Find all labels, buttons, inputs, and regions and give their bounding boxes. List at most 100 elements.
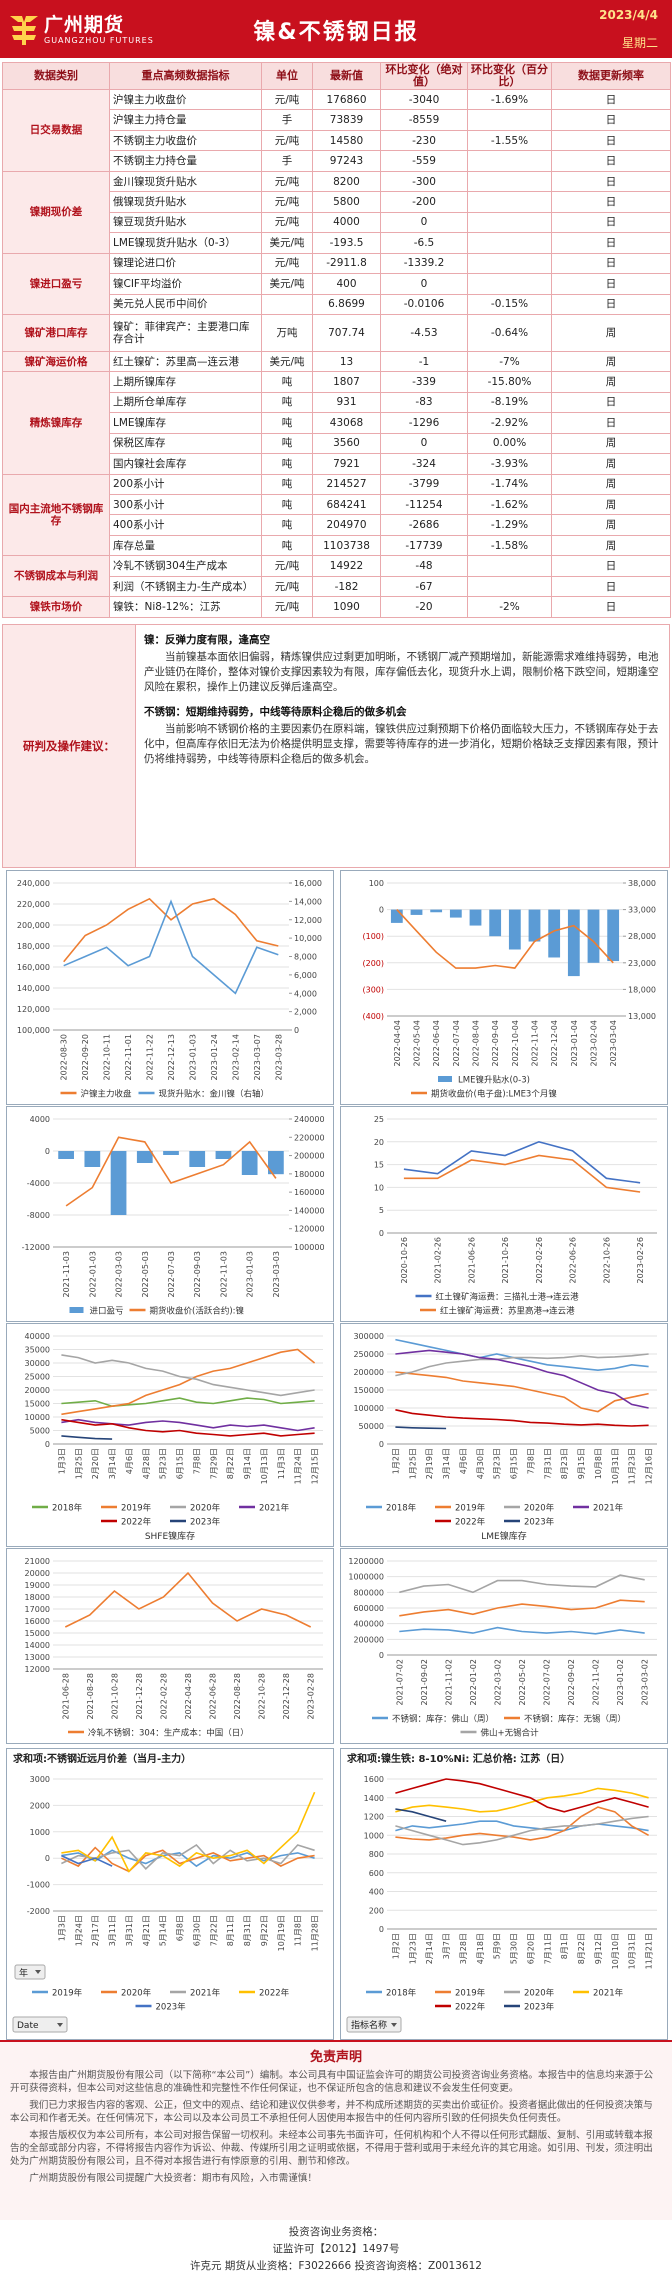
indicator-cell: 冷轧不锈钢304生产成本 [109, 555, 262, 577]
x-tick-label: 2月17日 [91, 1915, 100, 1946]
legend-label: 2018年 [386, 1503, 417, 1514]
x-tick-label: 5月14日 [159, 1915, 168, 1946]
x-tick-label: 2022-10-26 [602, 1237, 611, 1284]
pct-cell [467, 575, 552, 598]
x-tick-label: 6月30日 [192, 1915, 201, 1946]
y-tick-label: 600 [369, 1869, 384, 1878]
dropdown-label: Date [17, 2021, 39, 2031]
y-tick-label: 20000 [25, 1386, 50, 1395]
x-tick-label: 2021-11-03 [62, 1251, 71, 1298]
change-cell: 0 [380, 273, 468, 295]
y2-tick-label: 160000 [294, 1188, 325, 1197]
indicator-cell: 不锈钢主力收盘价 [109, 129, 262, 152]
legend-label: 2020年 [524, 1988, 555, 1999]
x-tick-label: 2021-06-26 [467, 1237, 476, 1284]
freq-cell: 日 [551, 412, 671, 434]
pct-cell [467, 273, 552, 295]
table-row: 不锈钢成本与利润 冷轧不锈钢304生产成本 元/吨 14922 -48 日 [2, 555, 671, 598]
footer: 投资咨询业务资格： 证监许可【2012】1497号 许克元 期货从业资格：F30… [0, 2222, 672, 2278]
disclaimer-paragraph: 我们已力求报告内容的客观、公正，但文中的观点、结论和建议仅供参考，并不构成所述期… [10, 2100, 653, 2124]
y2-tick-label: 2,000 [294, 1008, 317, 1017]
x-tick-label: 4月21日 [142, 1915, 151, 1946]
unit-cell: 元/吨 [261, 191, 313, 213]
line-series [395, 1426, 447, 1430]
unit-cell: 吨 [261, 514, 313, 536]
y-tick-label: -4000 [27, 1179, 50, 1188]
unit-cell [261, 293, 313, 315]
x-tick-label: 2022-06-28 [209, 1673, 218, 1720]
y-tick-label: 15000 [25, 1400, 50, 1409]
x-tick-label: 7月8日 [192, 1448, 201, 1474]
table-row: 镍铁市场价 镍铁：Ni8-12%：江苏 元/吨 1090 -20 -2% 日 [2, 596, 671, 618]
y2-tick-label: 6,000 [294, 971, 317, 980]
x-tick-label: 1月25日 [74, 1448, 83, 1479]
latest-cell: -182 [312, 575, 381, 598]
line-series [399, 1574, 645, 1594]
x-tick-label: 1月2日 [391, 1933, 400, 1959]
x-tick-label: 3月11日 [108, 1915, 117, 1946]
y-tick-label: 800000 [353, 1588, 384, 1597]
x-tick-label: 7月31日 [543, 1448, 552, 1479]
footer-line: 许克元 期货从业资格：F3022666 投资咨询资格：Z0013612 [190, 2260, 482, 2272]
y-tick-label: 600000 [353, 1604, 384, 1613]
column-header: 环比变化（绝对值） [380, 62, 468, 90]
table-row: 镍矿海运价格 红土镍矿：苏里高—连云港 美元/吨 13 -1 -7% 周 [2, 350, 671, 373]
latest-cell: 73839 [312, 109, 381, 131]
column-header: 最新值 [312, 62, 381, 90]
unit-cell: 美元/吨 [261, 273, 313, 295]
dropdown-button [12, 2016, 68, 2033]
x-tick-label: 2022-08-28 [233, 1673, 242, 1720]
bar [449, 909, 462, 918]
line-series [61, 1435, 113, 1440]
y-tick-label: 1400 [364, 1794, 384, 1803]
y2-tick-label: 38,000 [628, 879, 656, 888]
y-tick-label: 10 [374, 1183, 384, 1192]
indicator-cell: 保税区库存 [109, 432, 262, 455]
table-row: 400系小计吨 204970 -2686 -1.29% 周 [3, 514, 671, 536]
pct-cell: -0.64% [467, 313, 552, 352]
unit-cell: 吨 [261, 371, 313, 393]
x-tick-label: 10月10日 [611, 1933, 620, 1969]
x-tick-label: 11月24日 [294, 1448, 303, 1484]
x-tick-label: 2022-12-13 [167, 1034, 176, 1081]
legend-label: 2023年 [156, 2002, 187, 2013]
y-tick-label: 20000 [25, 1569, 50, 1578]
indicator-cell: 金川镍现货升贴水 [109, 170, 262, 193]
latest-cell: 204970 [312, 514, 381, 536]
company-name-en: GUANGZHOU FUTURES [44, 36, 154, 45]
category-cell: 精炼镍库存 [2, 371, 110, 475]
footer-line: 证监许可【2012】1497号 [272, 2243, 400, 2255]
y-tick-label: 100 [369, 879, 384, 888]
category-cell: 镍进口盈亏 [2, 252, 110, 315]
y-tick-label: 2000 [30, 1801, 50, 1810]
indicator-cell: 300系小计 [109, 493, 262, 516]
x-tick-label: 1月23日 [408, 1933, 417, 1964]
change-cell: -6.5 [380, 232, 468, 254]
table-row: 镍CIF平均溢价 美元/吨 400 0 日 [3, 273, 671, 295]
y2-tick-label: 10,000 [294, 934, 322, 943]
unit-cell: 吨 [261, 412, 313, 434]
indicator-cell: 上期所镍库存 [109, 371, 262, 393]
legend-label: 进口盈亏 [90, 1307, 124, 1317]
x-tick-label: 2023-03-28 [274, 1034, 283, 1081]
legend-label: 2022年 [121, 1517, 152, 1528]
y-tick-label: 10000 [25, 1413, 50, 1422]
table-row: 国内主流地不锈钢库存 200系小计吨 214527 -3799 -1.74% 周 [2, 473, 671, 557]
freq-cell: 周 [551, 432, 671, 455]
freq-cell: 周 [551, 514, 671, 536]
y2-tick-label: 100000 [294, 1243, 325, 1252]
y-tick-label: 0 [379, 1229, 384, 1238]
filter-arrow [35, 1970, 41, 1974]
category-cell: 国内主流地不锈钢库存 [2, 473, 110, 557]
table-row: LME镍现货升贴水（0-3） 美元/吨 -193.5 -6.5 日 [3, 232, 671, 254]
legend-label: 不锈钢：库存：无锡（周） [524, 1714, 626, 1725]
x-tick-label: 2023-03-07 [253, 1034, 262, 1081]
unit-cell: 元/吨 [261, 252, 313, 275]
x-tick-label: 2020-10-26 [400, 1237, 409, 1284]
latest-cell: 931 [312, 391, 381, 414]
y-tick-label: -12000 [22, 1243, 50, 1252]
table-row: 俄镍现货升贴水 元/吨 5800 -200 日 [3, 191, 671, 213]
x-tick-label: 2023-01-04 [570, 1020, 579, 1067]
x-tick-label: 2022-03-03 [115, 1251, 124, 1298]
latest-cell: 4000 [312, 211, 381, 234]
